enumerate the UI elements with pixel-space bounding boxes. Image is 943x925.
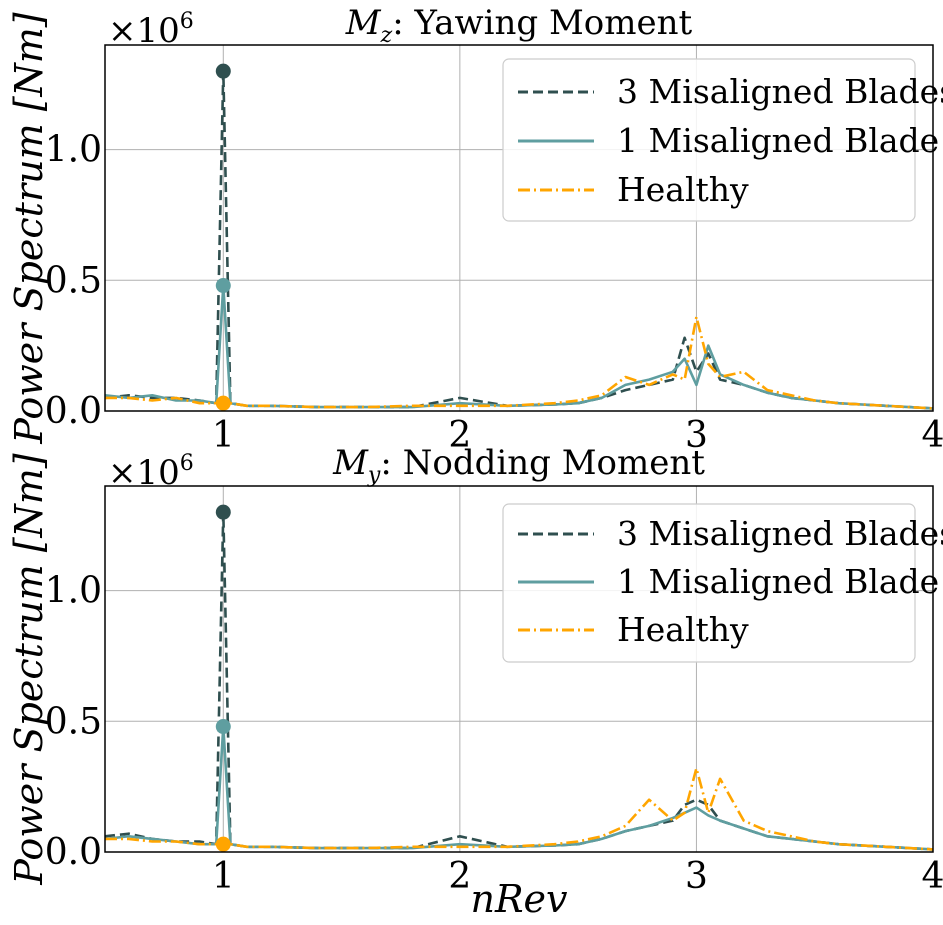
y-multiplier-exponent: 6 (180, 9, 194, 34)
peak-markers (215, 504, 231, 852)
y-tick-label: 0.5 (45, 260, 102, 301)
legend-label: 3 Misaligned Blades (617, 72, 943, 111)
legend-label: Healthy (617, 170, 749, 209)
y-multiplier-exponent: 6 (180, 451, 194, 476)
title-subscript: z (380, 23, 393, 48)
panel-nodding-moment: 1 2 3 4 0.0 0.5 1.0 ×106 My: Nodding Moment P… (7, 443, 943, 921)
x-tick-label: 4 (922, 856, 943, 897)
y-tick-label: 1.0 (45, 130, 102, 171)
legend-label: 3 Misaligned Blades (617, 514, 943, 553)
x-tick-label: 3 (685, 415, 708, 456)
legend-box (502, 503, 916, 663)
y-tick-label: 0.0 (45, 832, 102, 873)
series-line (104, 725, 934, 851)
y-tick-labels: 0.0 0.5 1.0 (45, 571, 102, 873)
x-tick-label: 4 (922, 415, 943, 456)
peak-marker (215, 719, 231, 735)
x-tick-labels: 1 2 3 4 (212, 415, 943, 456)
legend: 3 Misaligned Blades 1 Misaligned Blade H… (502, 58, 943, 222)
chart-title: Mz: Yawing Moment (345, 3, 693, 48)
peak-markers (215, 63, 231, 411)
peak-marker (215, 504, 231, 520)
legend: 3 Misaligned Blades 1 Misaligned Blade H… (502, 503, 943, 663)
x-axis-label: nRev (470, 877, 568, 921)
x-tick-labels: 1 2 3 4 (212, 856, 943, 897)
series-line (104, 284, 934, 410)
y-tick-label: 1.0 (45, 571, 102, 612)
y-axis-label: Power Spectrum [Nm] (7, 12, 51, 444)
panel-yawing-moment: 1 2 3 4 0.0 0.5 1.0 ×106 Mz: Yawing Moment Po… (7, 3, 943, 456)
legend-box (502, 58, 916, 222)
x-tick-label: 2 (448, 415, 471, 456)
legend-label: Healthy (617, 610, 749, 649)
y-axis-label: Power Spectrum [Nm] (7, 453, 51, 885)
x-tick-label: 1 (212, 856, 235, 897)
y-tick-label: 0.0 (45, 391, 102, 432)
x-tick-label: 3 (685, 856, 708, 897)
legend-label: 1 Misaligned Blade (617, 562, 939, 601)
peak-marker (215, 395, 231, 411)
y-tick-label: 0.5 (45, 701, 102, 742)
y-multiplier: ×106 (108, 451, 194, 493)
legend-label: 1 Misaligned Blade (617, 121, 939, 160)
y-multiplier: ×106 (108, 9, 194, 51)
peak-marker (215, 278, 231, 294)
title-subscript: y (367, 463, 381, 488)
chart-title: My: Nodding Moment (332, 443, 705, 488)
x-tick-label: 2 (448, 856, 471, 897)
x-tick-label: 1 (212, 415, 235, 456)
plot-frame (104, 44, 934, 412)
plot-frame (104, 485, 934, 853)
peak-marker (215, 63, 231, 79)
y-tick-labels: 0.0 0.5 1.0 (45, 130, 102, 432)
peak-marker (215, 836, 231, 852)
